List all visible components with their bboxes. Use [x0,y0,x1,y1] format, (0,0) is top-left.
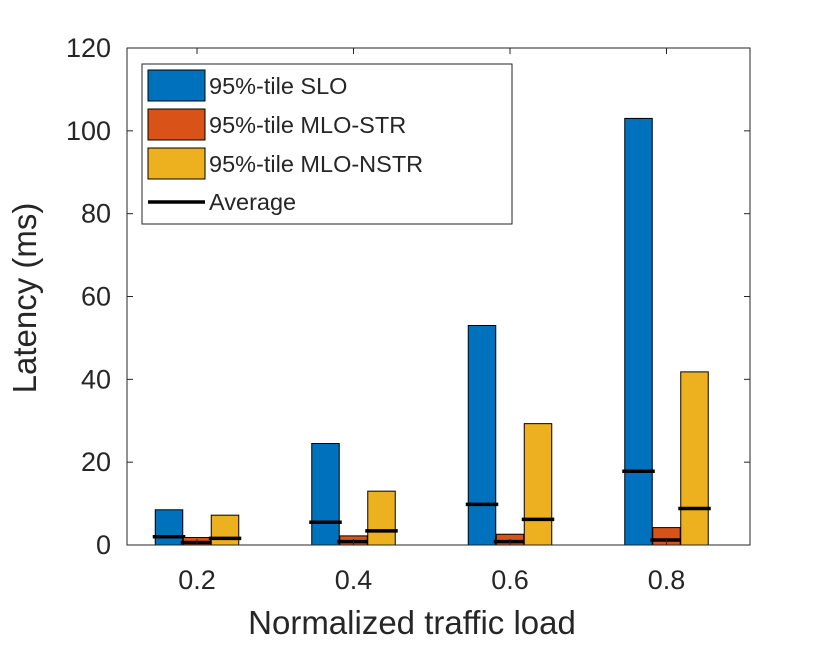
legend-label-1: 95%-tile SLO [209,73,347,99]
y-axis-label: Latency (ms) [6,203,43,394]
axes-layer: 0 20 40 60 80 100 120 0.2 0.4 0.6 0.8 [66,33,751,595]
bar-3-0.4 [367,490,396,546]
legend-label-2: 95%-tile MLO-STR [209,112,406,138]
x-tick-label: 0.8 [648,565,686,595]
y-tick-label: 20 [81,447,111,477]
bar-1-0.4 [311,443,340,546]
bar-1-0.2 [154,509,184,546]
y-tick-label: 40 [81,364,111,394]
legend-label-average: Average [209,189,296,215]
bar-3-0.2 [210,514,240,546]
y-tick-label: 100 [66,116,111,146]
x-tick-label: 0.4 [335,565,373,595]
x-tick-label: 0.2 [178,565,216,595]
legend-swatch-2 [147,108,206,141]
bar-3-0.8 [680,371,709,546]
x-axis-label: Normalized traffic load [248,604,576,641]
y-tick-label: 80 [81,199,111,229]
bar-1-0.6 [467,324,497,546]
x-tick-label: 0.6 [491,565,529,595]
bar-1-0.8 [624,117,653,546]
legend-swatch-3 [147,147,206,180]
bar-3-0.6 [523,423,553,546]
legend-label-3: 95%-tile MLO-NSTR [209,151,423,177]
legend-swatch-1 [147,69,206,102]
y-tick-label: 120 [66,33,111,63]
legend: 95%-tile SLO 95%-tile MLO-STR 95%-tile MLO… [141,63,513,225]
y-tick-label: 60 [81,282,111,312]
bars-layer [152,117,711,546]
y-tick-label: 0 [96,530,111,560]
